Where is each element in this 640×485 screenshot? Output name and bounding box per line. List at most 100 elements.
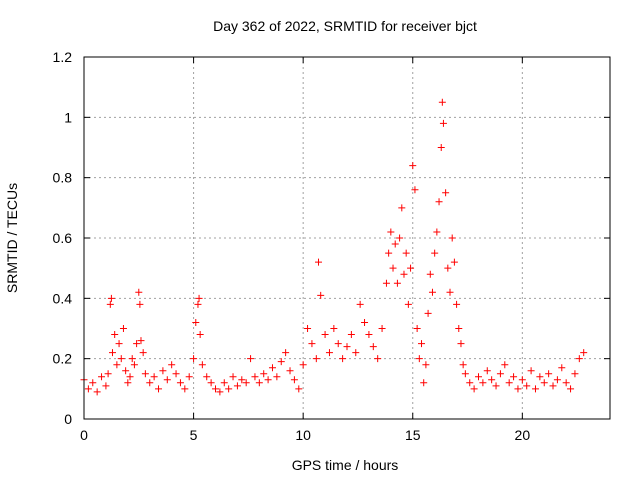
data-point — [426, 270, 434, 278]
data-point — [106, 300, 114, 308]
data-point — [194, 300, 202, 308]
data-point — [369, 343, 377, 351]
data-point — [347, 331, 355, 339]
data-point — [339, 355, 347, 363]
data-point — [176, 379, 184, 387]
data-point — [268, 364, 276, 372]
data-point — [172, 370, 180, 378]
data-point — [510, 373, 518, 381]
data-point — [422, 361, 430, 369]
y-axis-label: SRMTID / TECUs — [4, 183, 20, 293]
data-point — [356, 300, 364, 308]
data-point — [437, 144, 445, 151]
data-point — [470, 385, 478, 393]
data-point — [137, 337, 145, 345]
data-point — [139, 349, 147, 357]
data-point — [185, 373, 193, 381]
data-point — [247, 355, 255, 363]
data-point — [312, 355, 320, 363]
data-point — [398, 204, 406, 212]
data-point — [107, 294, 115, 302]
data-point — [505, 379, 513, 387]
data-point — [196, 331, 204, 339]
ticks-layer: 0 5 10 15 20 0 0.2 0.4 0.6 0.8 1 1.2 — [53, 49, 610, 443]
data-point — [317, 291, 325, 299]
data-point — [251, 373, 259, 381]
data-point — [315, 258, 323, 266]
data-point — [400, 270, 408, 278]
data-point — [220, 379, 228, 387]
data-point — [124, 379, 132, 387]
data-point — [453, 300, 461, 308]
data-point — [104, 370, 112, 378]
data-point — [225, 385, 233, 393]
data-point — [396, 234, 404, 242]
data-point — [119, 325, 127, 332]
data-point — [385, 249, 393, 257]
data-point — [455, 325, 463, 332]
data-point — [135, 288, 143, 296]
grid-layer — [84, 57, 610, 419]
data-point — [133, 340, 141, 348]
data-point — [195, 294, 203, 302]
data-point — [374, 355, 382, 363]
data-point — [424, 309, 432, 317]
data-point — [475, 373, 482, 381]
data-point — [229, 373, 237, 381]
data-point — [203, 373, 211, 381]
data-point — [536, 373, 544, 381]
data-point — [496, 370, 504, 378]
y-tick-label: 1.2 — [53, 49, 73, 65]
data-point — [450, 258, 458, 266]
data-point — [531, 385, 539, 393]
y-tick-label: 0.6 — [53, 230, 73, 246]
data-point — [518, 376, 526, 384]
y-tick-label: 0 — [64, 411, 72, 427]
data-point — [411, 186, 419, 194]
data-point — [523, 382, 531, 390]
data-point — [168, 361, 176, 369]
data-point — [382, 279, 390, 287]
data-point — [128, 355, 136, 363]
data-point — [420, 379, 428, 387]
data-point — [387, 228, 395, 236]
data-point — [146, 379, 154, 387]
data-point — [488, 376, 496, 384]
y-tick-label: 1 — [64, 109, 72, 125]
data-point — [571, 370, 579, 378]
data-point — [321, 331, 329, 339]
x-tick-label: 0 — [80, 427, 88, 443]
data-point — [567, 385, 575, 393]
data-point — [198, 361, 206, 369]
data-point — [365, 331, 373, 339]
data-point — [181, 385, 189, 393]
data-point — [122, 367, 130, 375]
data-point — [159, 367, 167, 375]
data-point — [501, 361, 509, 369]
data-point — [255, 379, 263, 387]
data-point — [207, 379, 215, 387]
data-point — [459, 361, 467, 369]
data-point — [402, 249, 410, 257]
chart-title: Day 362 of 2022, SRMTID for receiver bjc… — [213, 18, 477, 34]
data-point — [155, 385, 163, 393]
data-point — [558, 364, 566, 372]
data-point — [435, 198, 443, 206]
data-point — [111, 331, 119, 339]
data-point — [514, 385, 522, 393]
data-point — [212, 385, 219, 393]
data-point — [407, 264, 415, 272]
data-point — [141, 370, 149, 378]
data-point — [438, 98, 446, 106]
data-point — [428, 288, 436, 296]
data-point — [282, 349, 290, 357]
data-point — [448, 234, 456, 242]
data-point — [409, 162, 417, 170]
data-point — [304, 325, 312, 332]
data-point — [431, 249, 439, 257]
data-point — [98, 373, 106, 381]
data-point — [404, 300, 412, 308]
data-point — [325, 349, 333, 357]
data-point — [466, 379, 474, 387]
